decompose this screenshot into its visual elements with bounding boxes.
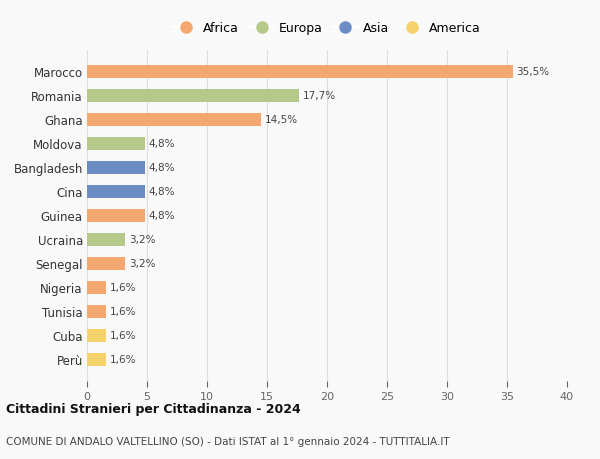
Text: 1,6%: 1,6% — [110, 283, 136, 292]
Bar — [87, 257, 125, 270]
Bar — [87, 353, 106, 366]
Bar — [87, 113, 261, 127]
Bar — [87, 90, 299, 103]
Bar — [87, 233, 125, 246]
Text: 1,6%: 1,6% — [110, 354, 136, 364]
Text: Cittadini Stranieri per Cittadinanza - 2024: Cittadini Stranieri per Cittadinanza - 2… — [6, 403, 301, 415]
Legend: Africa, Europa, Asia, America: Africa, Europa, Asia, America — [170, 20, 484, 38]
Text: 35,5%: 35,5% — [517, 67, 550, 77]
Text: 1,6%: 1,6% — [110, 307, 136, 316]
Bar — [87, 185, 145, 198]
Bar — [87, 209, 145, 222]
Text: 4,8%: 4,8% — [148, 163, 175, 173]
Bar — [87, 305, 106, 318]
Text: 3,2%: 3,2% — [129, 235, 155, 245]
Bar — [87, 66, 513, 78]
Bar — [87, 281, 106, 294]
Text: 4,8%: 4,8% — [148, 139, 175, 149]
Text: 1,6%: 1,6% — [110, 330, 136, 341]
Bar — [87, 161, 145, 174]
Text: 17,7%: 17,7% — [303, 91, 336, 101]
Text: 3,2%: 3,2% — [129, 258, 155, 269]
Bar — [87, 329, 106, 342]
Text: 14,5%: 14,5% — [265, 115, 298, 125]
Bar — [87, 137, 145, 151]
Text: 4,8%: 4,8% — [148, 187, 175, 197]
Text: 4,8%: 4,8% — [148, 211, 175, 221]
Text: COMUNE DI ANDALO VALTELLINO (SO) - Dati ISTAT al 1° gennaio 2024 - TUTTITALIA.IT: COMUNE DI ANDALO VALTELLINO (SO) - Dati … — [6, 436, 449, 446]
